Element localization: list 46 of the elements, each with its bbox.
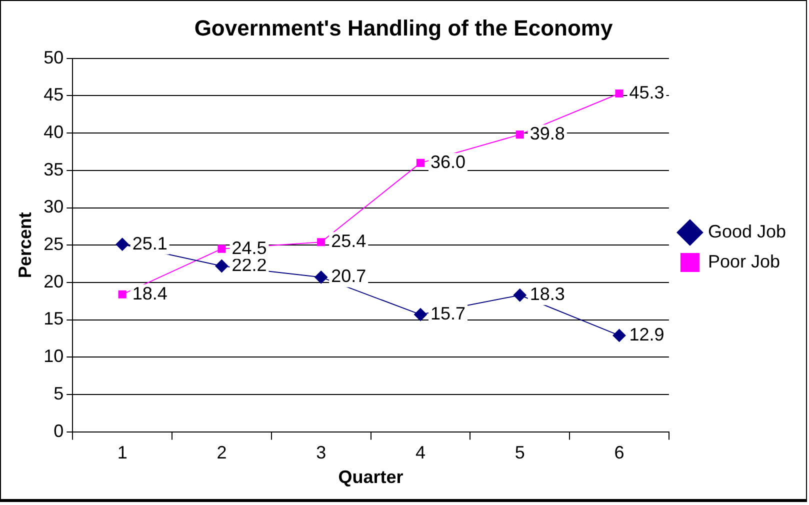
point [615,89,624,98]
y-tick-label: 50 [44,47,64,68]
point [118,290,126,298]
data-label: 25.1 [132,233,168,254]
data-label: 24.5 [232,238,267,258]
x-axis-title: Quarter [338,467,404,488]
data-label: 18.4 [132,283,168,304]
y-tick-label: 20 [44,271,64,292]
data-label: 18.3 [530,284,565,304]
data-label: 39.8 [530,124,565,144]
point [513,288,526,302]
data-label: 15.7 [430,304,466,324]
x-tick-label: 2 [216,442,227,463]
legend-label: Poor Job [708,251,780,272]
point [314,270,328,284]
x-tick-label: 6 [614,442,624,463]
x-tick-label: 3 [316,442,326,463]
y-tick-label: 45 [44,84,64,105]
data-label: 25.4 [331,231,366,252]
chart-title: Government's Handling of the Economy [194,15,614,40]
legend-label: Good Job [708,221,786,242]
point [414,308,427,322]
point [612,328,626,342]
y-tick-label: 25 [44,234,64,254]
point [215,260,228,273]
y-tick-label: 35 [44,159,64,180]
point [416,158,425,167]
y-tick-label: 5 [54,383,64,404]
y-tick-label: 30 [44,196,64,217]
point [218,244,226,253]
x-tick-label: 1 [117,442,128,463]
data-label: 22.2 [232,254,267,275]
y-axis-title: Percent [14,212,35,278]
point [317,238,326,246]
x-tick-label: 5 [514,442,525,463]
data-label: 20.7 [331,266,366,286]
y-tick-label: 40 [44,122,64,142]
point [516,130,524,139]
y-tick-label: 15 [44,308,64,329]
y-tick-label: 0 [54,420,64,441]
data-label: 12.9 [629,324,664,344]
point [116,238,129,251]
y-tick-label: 10 [44,346,64,366]
data-label: 36.0 [430,152,466,172]
data-label: 45.3 [629,82,664,102]
x-tick-label: 4 [415,442,426,463]
